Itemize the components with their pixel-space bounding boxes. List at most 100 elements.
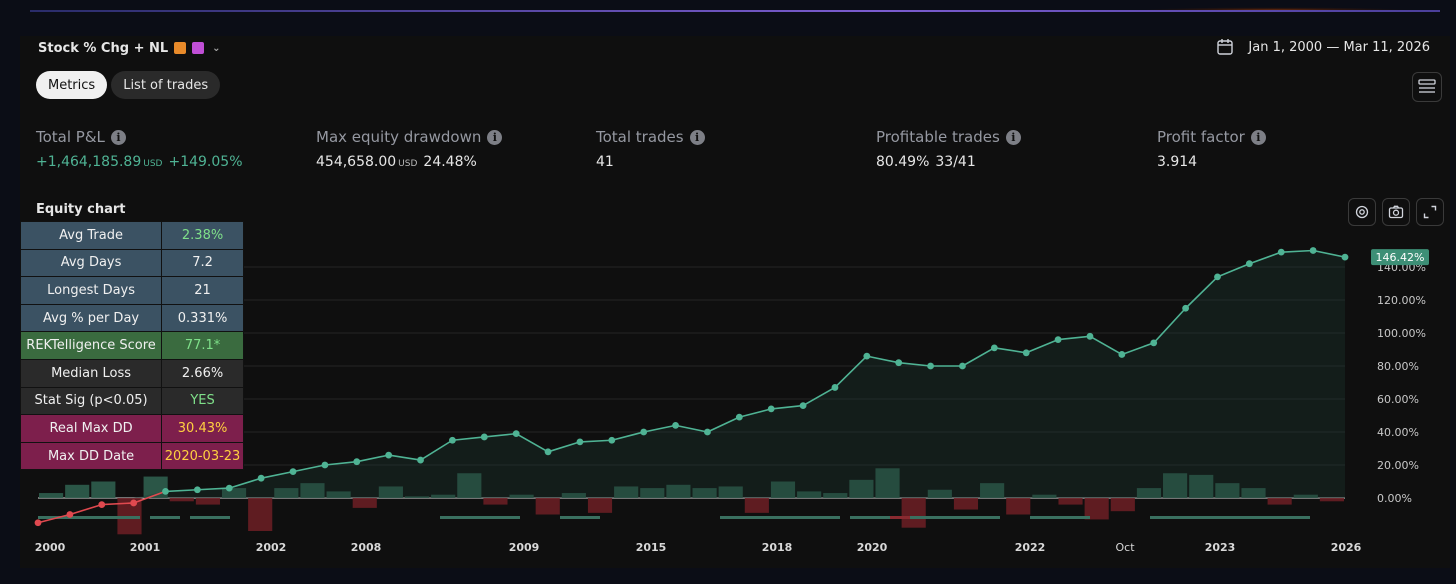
equity-line-segment [675, 424, 708, 433]
stats-label: Avg % per Day [19, 303, 163, 333]
trade-return-bar [1058, 498, 1083, 505]
stats-value: 0.331% [161, 303, 244, 333]
date-range-text: Jan 1, 2000 — Mar 11, 2026 [1248, 39, 1430, 55]
stats-row: Avg Days 7.2 [19, 248, 244, 278]
trade-return-bar [770, 481, 796, 498]
settings-button[interactable] [1348, 198, 1376, 226]
trade-return-bar [587, 498, 613, 513]
info-icon[interactable]: i [689, 129, 705, 145]
chart-toolbar [1348, 198, 1444, 226]
trade-return-bar [980, 483, 1005, 498]
strategy-selector[interactable]: Stock % Chg + NL ⌄ [38, 38, 221, 58]
expand-icon [1423, 205, 1437, 219]
last-value-badge [1371, 249, 1429, 266]
equity-point [225, 484, 233, 492]
stats-value: 2020-03-23 [161, 441, 244, 471]
total-trades-value: 41 [596, 154, 614, 170]
trade-duration-segment [890, 516, 910, 519]
equity-line-segment [771, 404, 804, 410]
trade-return-bar [927, 489, 952, 498]
fullscreen-button[interactable] [1416, 198, 1444, 226]
equity-point [831, 384, 839, 391]
equity-chart-title: Equity chart [36, 202, 126, 217]
trade-return-bar [1319, 498, 1344, 502]
info-icon[interactable]: i [1005, 129, 1021, 145]
metric-label: Total trades [596, 128, 684, 146]
stats-label: Real Max DD [19, 414, 163, 443]
total-pnl-percent: +149.05% [168, 154, 243, 170]
menu-button[interactable] [1412, 72, 1442, 102]
trade-return-bar [1006, 498, 1031, 515]
total-pnl-value: +1,464,185.89 [36, 154, 142, 170]
trade-return-bar [640, 488, 665, 498]
trade-return-bar [248, 498, 273, 531]
trade-return-bar [457, 473, 482, 498]
x-tick-label: 2018 [762, 541, 793, 554]
equity-point [735, 413, 743, 421]
trade-return-bar [483, 498, 508, 505]
equity-line-segment [133, 490, 166, 504]
strategy-name: Stock % Chg + NL [38, 40, 169, 56]
stats-label: Longest Days [19, 276, 163, 305]
equity-line-segment [69, 503, 102, 516]
tab-list-of-trades[interactable]: List of trades [111, 71, 221, 99]
x-tick-label: 2023 [1205, 541, 1236, 554]
stats-row: Median Loss 2.66% [19, 358, 244, 388]
trade-return-bar [1163, 473, 1188, 498]
equity-line-segment [1025, 338, 1059, 354]
info-icon[interactable]: i [1250, 129, 1266, 145]
stats-row: Real Max DD 30.43% [19, 414, 244, 443]
tab-metrics[interactable]: Metrics [36, 71, 108, 99]
trade-return-bar [91, 481, 116, 498]
x-tick-label: 2001 [130, 541, 161, 554]
equity-line-segment [260, 470, 294, 479]
window-top-bar [0, 0, 1456, 36]
equity-point [98, 501, 106, 508]
trade-return-bar [1084, 498, 1109, 520]
trade-duration-segment [1150, 516, 1310, 519]
stats-row: Longest Days 21 [19, 276, 244, 305]
equity-point [672, 422, 679, 429]
metric-label: Profitable trades [876, 128, 1000, 146]
stats-value: 7.2 [161, 248, 244, 278]
equity-point [321, 461, 329, 469]
info-icon[interactable]: i [487, 129, 503, 145]
trade-return-bar [1136, 488, 1162, 498]
trade-return-bar [901, 498, 926, 528]
trade-return-bar [39, 493, 64, 498]
equity-point [353, 458, 361, 466]
equity-line-segment [388, 454, 421, 461]
info-icon[interactable]: i [110, 129, 126, 145]
equity-point [193, 486, 201, 494]
equity-point [799, 402, 807, 409]
trade-return-bar [221, 488, 247, 498]
equity-chart[interactable]: 0.00% 20.00% 40.00% 60.00% 80.00% 100.00% 120.… [20, 221, 1450, 568]
equity-line-segment [101, 502, 134, 506]
equity-line-segment [898, 361, 931, 367]
stats-row: REKTelligence Score 77.1* [19, 331, 244, 360]
screenshot-button[interactable] [1382, 198, 1410, 226]
stats-label: Stat Sig (p<0.05) [19, 386, 163, 416]
trade-return-bar [431, 494, 456, 498]
equity-point [1245, 260, 1253, 268]
equity-point [512, 430, 520, 438]
trade-duration-segment [850, 516, 890, 519]
x-tick-label: 2009 [509, 541, 540, 554]
currency-unit: USD [398, 159, 418, 169]
trade-return-bar [352, 498, 377, 508]
metric-label: Max equity drawdown [316, 128, 482, 146]
equity-point [34, 519, 42, 527]
equity-line-segment [962, 347, 995, 367]
metric-profitable-trades: Profitable trades i 80.49% 33/41 [876, 128, 1021, 170]
trade-duration-segment [190, 516, 230, 519]
date-range-selector[interactable]: Jan 1, 2000 — Mar 11, 2026 [1216, 38, 1430, 56]
equity-line-segment [1281, 249, 1314, 253]
y-tick-label: 40.00% [1377, 426, 1419, 439]
trade-return-bar [561, 493, 586, 498]
trade-return-bar [614, 486, 639, 498]
equity-line-segment [165, 488, 198, 493]
gear-icon [1355, 205, 1369, 219]
metric-profit-factor: Profit factor i 3.914 [1157, 128, 1266, 170]
trade-return-bar [875, 468, 900, 498]
trade-duration-segment [560, 516, 600, 519]
